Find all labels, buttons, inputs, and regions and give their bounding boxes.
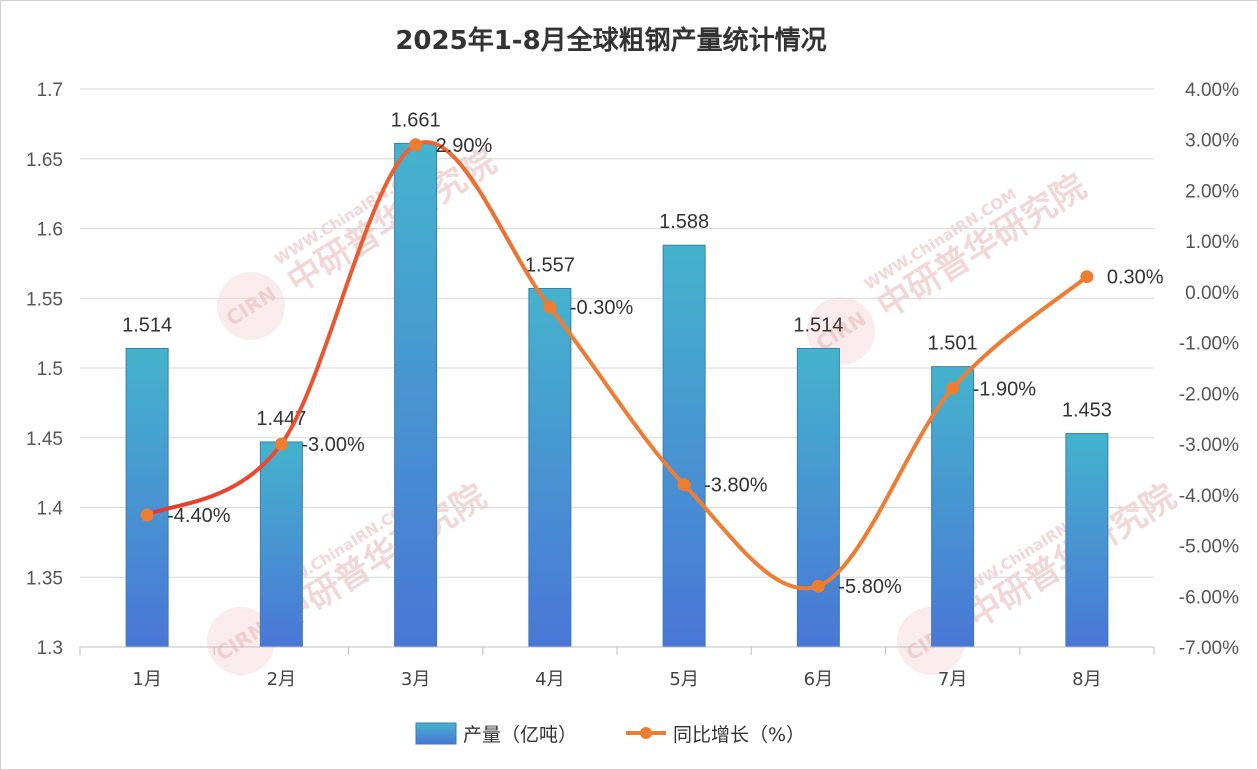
left-tick-label: 1.65 [26,150,63,171]
watermark-logo-icon [217,272,285,340]
right-axis-ticks: -7.00% -6.00% -5.00% -4.00% -3.00% -2.00% -1.0… [1179,80,1239,659]
bar-value-label: 1.453 [1062,400,1112,422]
x-tick-label: 1月 [132,669,161,690]
right-tick-label: -3.00% [1179,435,1239,456]
line-marker [811,579,825,593]
line-marker [677,478,691,492]
bar-value-label: 1.514 [122,314,172,336]
growth-line [145,140,1089,591]
line-value-label: -0.30% [570,297,634,319]
left-tick-label: 1.45 [26,429,63,450]
x-axis: 1月 2月 3月 4月 5月 6月 7月 8月 [79,646,1155,690]
right-tick-label: -7.00% [1179,638,1239,659]
x-tick-label: 7月 [938,669,967,690]
x-tick-label: 4月 [535,669,564,690]
bar-value-label: 1.501 [928,333,978,355]
bar-value-label: 1.514 [793,314,843,336]
gridlines [80,88,1154,578]
line-marker [1080,270,1094,284]
chart-title: 2025年1-8月全球粗钢产量统计情况 [395,25,826,56]
x-tick-label: 6月 [804,669,833,690]
line-data-labels: -4.40% -3.00% 2.90% -0.30% -3.80% -5.80% -1.90… [167,135,1164,598]
line-value-label: -3.00% [301,434,365,456]
line-value-label: -5.80% [838,576,902,598]
line-value-label: -4.40% [167,505,231,527]
line-series [140,138,1094,593]
legend-bar-label: 产量（亿吨） [463,724,577,746]
left-tick-label: 1.3 [37,638,63,659]
right-tick-label: 3.00% [1185,131,1239,152]
right-tick-label: 2.00% [1185,181,1239,202]
x-tick-label: 3月 [401,669,430,690]
left-tick-label: 1.55 [26,289,63,310]
right-tick-label: -2.00% [1179,384,1239,405]
bar [394,142,438,648]
watermark-brand: 中研普华研究院 [280,142,503,302]
right-tick-label: -6.00% [1179,587,1239,608]
bar [259,441,303,648]
line-value-label: 2.90% [436,135,493,157]
line-marker [140,508,154,522]
bar-series [125,142,1109,648]
left-tick-label: 1.7 [37,80,63,101]
bar [528,287,572,648]
legend-line-label: 同比增长（%） [673,724,805,746]
bar [796,347,840,648]
bar-value-label: 1.661 [391,109,441,131]
left-tick-label: 1.6 [37,220,63,241]
left-axis-ticks: 1.3 1.35 1.4 1.45 1.5 1.55 1.6 1.65 1.7 [26,80,63,659]
legend: 产量（亿吨） 同比增长（%） [415,722,805,746]
bar-value-label: 1.588 [659,211,709,233]
bar [1065,433,1109,648]
left-tick-label: 1.4 [37,499,64,520]
watermark-brand: 中研普华研究院 [270,477,493,637]
legend-bar-swatch [415,722,457,745]
left-tick-label: 1.5 [37,359,63,380]
left-tick-label: 1.35 [26,568,63,589]
watermark-brand: 中研普华研究院 [870,167,1093,327]
watermark-logo-icon [207,607,275,675]
right-tick-label: -4.00% [1179,486,1239,507]
bar-value-label: 1.557 [525,254,575,276]
bar [125,347,169,648]
line-marker [946,381,960,395]
x-tick-label: 5月 [669,669,698,690]
line-marker [274,437,288,451]
right-tick-label: 0.00% [1185,283,1239,304]
x-tick-label: 2月 [267,669,296,690]
bar [931,366,975,648]
right-tick-label: 1.00% [1185,232,1239,253]
line-marker [543,300,557,314]
legend-line-marker [640,727,652,739]
line-value-label: -3.80% [704,475,768,497]
line-value-label: 0.30% [1107,267,1164,289]
bar [662,244,706,648]
right-tick-label: -1.00% [1179,334,1239,355]
right-tick-label: -5.00% [1179,537,1239,558]
line-marker [409,138,423,152]
right-tick-label: 4.00% [1185,80,1239,101]
line-value-label: -1.90% [973,378,1037,400]
x-tick-label: 8月 [1072,669,1101,690]
